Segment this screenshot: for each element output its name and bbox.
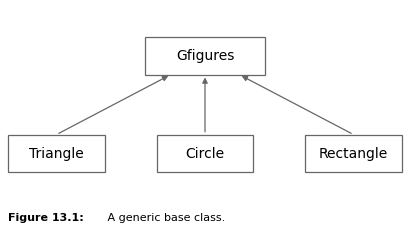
Text: Circle: Circle: [185, 147, 224, 160]
FancyBboxPatch shape: [156, 135, 253, 173]
FancyBboxPatch shape: [144, 37, 265, 74]
Text: Rectangle: Rectangle: [318, 147, 387, 160]
Text: Figure 13.1:: Figure 13.1:: [8, 212, 84, 222]
Text: Gfigures: Gfigures: [175, 49, 234, 63]
Text: Triangle: Triangle: [29, 147, 83, 160]
Text: A generic base class.: A generic base class.: [103, 212, 225, 222]
FancyBboxPatch shape: [305, 135, 401, 173]
FancyBboxPatch shape: [8, 135, 104, 173]
